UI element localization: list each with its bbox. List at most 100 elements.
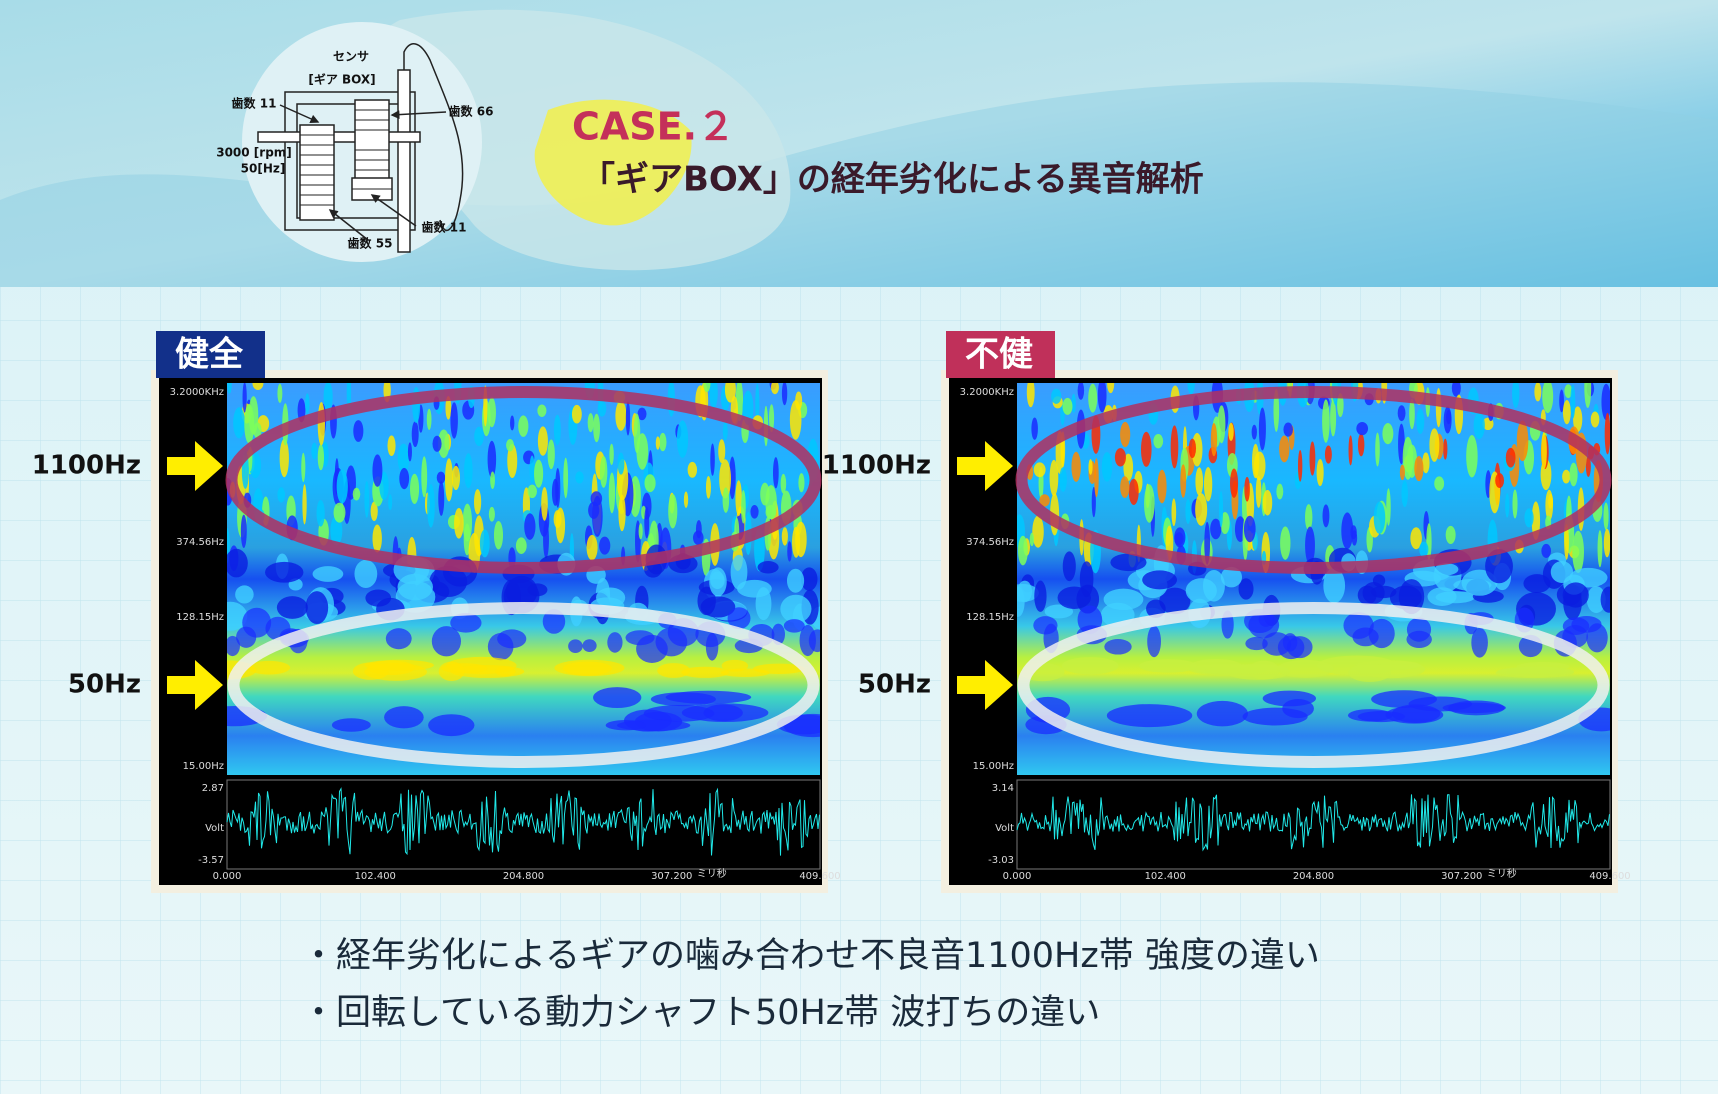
blob — [1188, 438, 1197, 459]
blob — [244, 404, 255, 444]
blob — [593, 413, 600, 443]
blob — [562, 661, 612, 676]
waveform — [1016, 794, 1610, 852]
blob — [590, 491, 603, 507]
blob — [719, 459, 732, 499]
blob — [625, 401, 631, 436]
blob — [599, 455, 608, 488]
blob — [510, 415, 515, 431]
bullet: ・回転している動力シャフト50Hz帯 波打ちの違い — [301, 993, 1100, 1033]
blob — [399, 467, 410, 490]
blob — [1106, 704, 1193, 728]
blob — [1357, 711, 1406, 723]
blob — [438, 480, 445, 516]
blob — [1107, 383, 1115, 394]
blob — [1337, 393, 1344, 418]
blob — [740, 490, 746, 524]
blob — [1077, 383, 1085, 400]
blob — [527, 484, 537, 499]
blob — [1386, 488, 1391, 526]
blob — [1196, 700, 1248, 727]
blob — [436, 471, 446, 484]
blob — [681, 666, 730, 678]
blob — [1512, 383, 1520, 409]
blob — [808, 629, 820, 653]
blob — [760, 482, 770, 506]
blob — [1071, 393, 1076, 413]
blob — [1562, 400, 1571, 425]
blob — [789, 400, 802, 440]
blob — [1077, 605, 1103, 635]
blob — [265, 616, 291, 641]
blob — [364, 480, 370, 518]
blob — [1485, 548, 1513, 584]
blob — [1277, 659, 1334, 678]
blob — [317, 444, 325, 471]
blob — [317, 401, 325, 446]
blob — [1071, 451, 1081, 482]
blob — [1542, 383, 1554, 414]
blob — [757, 561, 779, 574]
blob — [1399, 464, 1405, 481]
blob — [316, 500, 325, 527]
blob — [586, 534, 598, 561]
blob — [1091, 486, 1096, 518]
blob — [352, 487, 361, 501]
blob — [227, 635, 240, 657]
blob — [1029, 532, 1035, 547]
bullet: ・経年劣化によるギアの噛み合わせ不良音1100Hz帯 強度の違い — [301, 936, 1320, 976]
blob — [1244, 476, 1250, 502]
blob — [615, 400, 627, 431]
blob — [1559, 389, 1564, 413]
blob — [582, 639, 597, 653]
blob — [1309, 441, 1316, 476]
blob — [1443, 406, 1452, 434]
arrow — [167, 660, 223, 710]
blob — [1159, 587, 1191, 615]
blob — [1049, 459, 1059, 497]
blob — [798, 473, 805, 493]
label-box — [946, 331, 1055, 378]
blob — [1323, 567, 1346, 604]
blob — [1280, 526, 1291, 560]
blob — [588, 501, 600, 519]
blob — [493, 520, 504, 550]
blob — [786, 568, 805, 593]
blob — [1414, 455, 1424, 482]
blob — [1034, 580, 1047, 612]
blob — [464, 453, 473, 489]
blob — [1262, 489, 1273, 516]
volt-tick: -3.57 — [198, 855, 224, 866]
time-tick: 0.000 — [213, 871, 242, 882]
time-unit: ミリ秒 — [697, 867, 727, 880]
blob — [1057, 586, 1091, 610]
blob — [1185, 578, 1217, 604]
diagram-label: [ギア BOX] — [308, 72, 375, 87]
blob — [1564, 524, 1569, 560]
blob — [1584, 383, 1592, 409]
volt-tick: Volt — [995, 823, 1014, 834]
freq-tick: 374.56Hz — [176, 537, 224, 548]
blob — [1120, 421, 1131, 448]
blob — [703, 383, 711, 392]
case-label: CASE.２ — [572, 105, 735, 149]
blob — [1409, 398, 1415, 430]
blob — [1382, 423, 1394, 445]
blob — [388, 494, 393, 511]
blob — [1322, 504, 1330, 528]
time-tick: 204.800 — [503, 871, 544, 882]
blob — [1516, 420, 1529, 462]
blob — [1305, 504, 1313, 531]
blob — [1601, 383, 1610, 421]
blob — [1324, 445, 1332, 464]
blob — [1228, 422, 1234, 441]
blob — [1114, 448, 1126, 467]
blob — [1251, 424, 1257, 440]
blob — [755, 383, 760, 425]
gear-diagram — [257, 43, 464, 253]
blob — [727, 607, 751, 630]
blob — [507, 443, 518, 478]
blob — [1434, 563, 1459, 576]
blob — [709, 383, 718, 409]
blob — [1088, 383, 1098, 413]
